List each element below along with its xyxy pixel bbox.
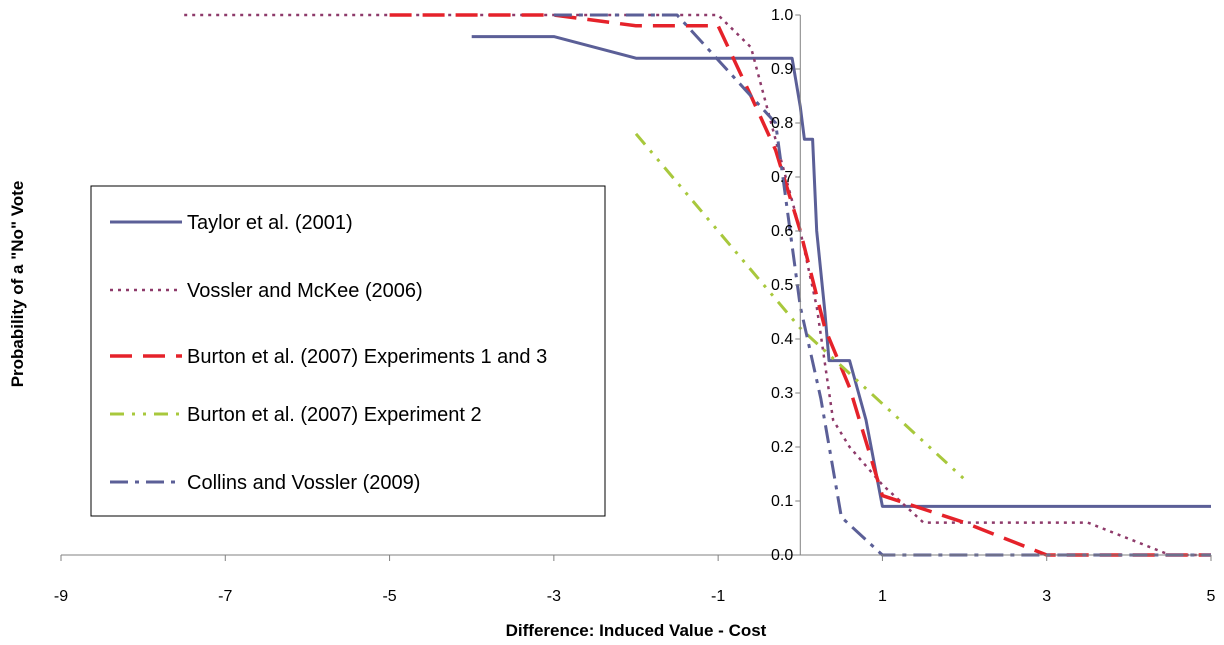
legend-label-3: Burton et al. (2007) Experiments 1 and 3 — [187, 346, 547, 368]
x-tick-label: -9 — [54, 588, 68, 605]
y-tick-label: 0.8 — [771, 115, 793, 132]
x-tick-label: 1 — [878, 588, 887, 605]
y-tick-label: 0.7 — [771, 169, 793, 186]
legend-box — [90, 185, 606, 517]
x-axis-title: Difference: Induced Value - Cost — [506, 621, 767, 640]
axes-layer — [60, 14, 1212, 561]
legend-label-5: Collins and Vossler (2009) — [187, 472, 420, 494]
x-tick-label: -7 — [218, 588, 232, 605]
y-tick-label: 0.3 — [771, 385, 793, 402]
y-tick-label: 1.0 — [771, 7, 793, 24]
series-line-2 — [184, 13, 1211, 557]
y-axis-title: Probability of a "No" Vote — [8, 181, 27, 388]
y-tick-label: 0.4 — [771, 331, 793, 348]
x-tick-label: 3 — [1042, 588, 1051, 605]
x-tick-label: -3 — [547, 588, 561, 605]
tick-labels: -9 -7 -5 -3 -1 1 3 5 0.0 0.1 0.2 0.3 0.4 0.5 0.6 0.7 0.8… — [54, 7, 1216, 605]
y-tick-label: 0.0 — [771, 547, 793, 564]
legend-label-4: Burton et al. (2007) Experiment 2 — [187, 404, 482, 426]
legend-label-2: Vossler and McKee (2006) — [187, 280, 423, 302]
y-tick-label: 0.2 — [771, 439, 793, 456]
series-line-5 — [553, 13, 1211, 557]
y-tick-label: 0.9 — [771, 61, 793, 78]
legend-label-1: Taylor et al. (2001) — [187, 212, 353, 234]
y-tick-label: 0.5 — [771, 277, 793, 294]
x-tick-label: -5 — [382, 588, 396, 605]
y-tick-label: 0.6 — [771, 223, 793, 240]
y-tick-label: 0.1 — [771, 493, 793, 510]
series-line-3 — [389, 13, 1211, 557]
x-tick-label: -1 — [711, 588, 725, 605]
legend: Taylor et al. (2001) Vossler and McKee (2… — [90, 185, 606, 517]
x-tick-label: 5 — [1207, 588, 1216, 605]
series-line-1 — [471, 35, 1211, 508]
